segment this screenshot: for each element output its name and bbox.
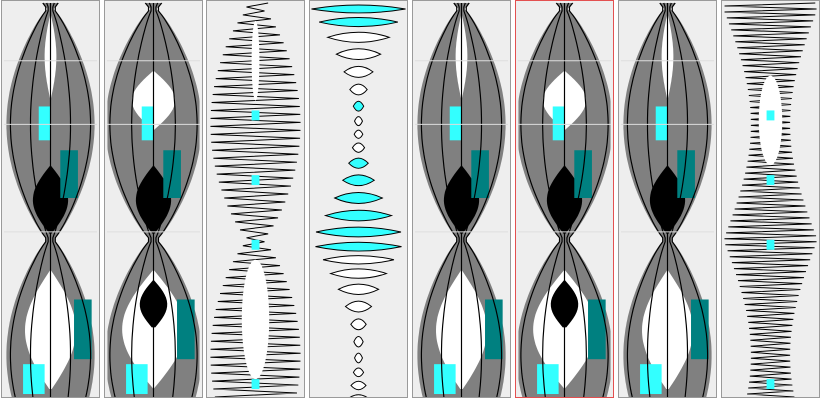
outline-lobe xyxy=(352,367,365,378)
cyan-accent xyxy=(251,175,260,186)
pattern-thumbnail-4[interactable] xyxy=(309,0,408,398)
crossing-curve xyxy=(157,2,198,397)
outline-lobe xyxy=(326,31,391,43)
pattern-graphic xyxy=(3,2,98,397)
outline-lobe xyxy=(315,226,402,238)
cyan-accent xyxy=(655,106,668,141)
center-opening xyxy=(241,259,270,380)
pattern-graphic xyxy=(210,2,301,397)
outline-lobe xyxy=(349,83,368,96)
cyan-accent xyxy=(766,110,775,121)
crossing-curve xyxy=(131,2,152,397)
cyan-accent xyxy=(766,239,775,250)
teal-accent xyxy=(588,299,606,360)
crossing-curve xyxy=(566,2,587,397)
pattern-graphic xyxy=(724,2,817,397)
outline-lobe xyxy=(329,268,388,279)
teal-accent xyxy=(74,299,92,360)
outline-lobe xyxy=(350,380,367,391)
pattern-graphic xyxy=(620,2,715,397)
teal-accent xyxy=(677,150,695,199)
crossing-curve xyxy=(520,2,561,397)
teal-accent xyxy=(60,150,78,199)
pattern-thumbnail-1[interactable] xyxy=(1,0,100,398)
cyan-accent xyxy=(766,379,775,390)
cyan-accent xyxy=(449,106,462,141)
outline-lobe xyxy=(337,283,380,295)
cyan-accent xyxy=(251,239,260,250)
cyan-accent xyxy=(537,364,559,395)
pattern-graphic xyxy=(106,2,201,397)
crossing-curve xyxy=(155,2,176,397)
cyan-accent xyxy=(640,364,662,395)
cyan-accent xyxy=(766,175,775,186)
cyan-accent xyxy=(141,106,154,141)
crossing-curve xyxy=(29,2,49,397)
cyan-accent xyxy=(552,106,565,141)
crossing-curve xyxy=(54,2,92,397)
crossing-curve xyxy=(626,2,664,397)
pattern-thumbnail-5[interactable] xyxy=(412,0,511,398)
crossing-curve xyxy=(440,2,460,397)
outline-lobe xyxy=(344,300,373,313)
pattern-graphic xyxy=(517,2,612,397)
outline-lobe xyxy=(335,48,382,61)
teal-accent xyxy=(177,299,195,360)
crossing-curve xyxy=(109,2,150,397)
cyan-accent xyxy=(23,364,45,395)
teal-accent xyxy=(691,299,709,360)
teal-accent xyxy=(471,150,489,199)
outline-lobe xyxy=(322,255,395,265)
outline-lobe xyxy=(323,209,394,222)
cyan-accent xyxy=(126,364,148,395)
center-opening xyxy=(251,20,260,101)
cyan-accent xyxy=(434,364,456,395)
outline-lobe xyxy=(319,17,398,28)
crossing-curve xyxy=(646,2,666,397)
outline-lobe xyxy=(333,192,384,204)
pattern-thumbnail-8[interactable] xyxy=(721,0,820,398)
outline-lobe xyxy=(353,336,364,348)
outline-lobe xyxy=(352,100,365,112)
crossing-curve xyxy=(671,2,709,397)
pattern-thumbnail-3[interactable] xyxy=(206,0,305,398)
outline-lobe xyxy=(354,352,363,364)
crossing-curve xyxy=(542,2,563,397)
cyan-accent xyxy=(251,110,260,121)
crossing-curve xyxy=(9,2,47,397)
cyan-accent xyxy=(251,379,260,390)
pattern-thumbnail-2[interactable] xyxy=(104,0,203,398)
outline-lobe xyxy=(351,142,366,153)
outline-lobe xyxy=(350,318,367,331)
crossing-curve xyxy=(52,2,72,397)
outline-lobe xyxy=(315,241,402,252)
crossing-curve xyxy=(568,2,609,397)
pattern-thumbnail-6[interactable] xyxy=(515,0,614,398)
outline-lobe xyxy=(348,157,369,169)
outline-lobe xyxy=(343,65,374,78)
outline-lobe xyxy=(311,4,406,14)
zigzag-trace xyxy=(724,2,817,397)
outline-lobe xyxy=(354,116,363,127)
crossing-curve xyxy=(669,2,689,397)
crossing-curve xyxy=(463,2,483,397)
pattern-graphic xyxy=(311,4,406,397)
pattern-graphic xyxy=(414,2,509,397)
crossing-curve xyxy=(465,2,503,397)
crossing-curve xyxy=(420,2,458,397)
cyan-accent xyxy=(38,106,51,141)
outline-lobe xyxy=(353,129,364,139)
pattern-thumbnail-7[interactable] xyxy=(618,0,717,398)
teal-accent xyxy=(485,299,503,360)
outline-lobe xyxy=(341,174,376,187)
outline-lobe xyxy=(349,394,368,397)
